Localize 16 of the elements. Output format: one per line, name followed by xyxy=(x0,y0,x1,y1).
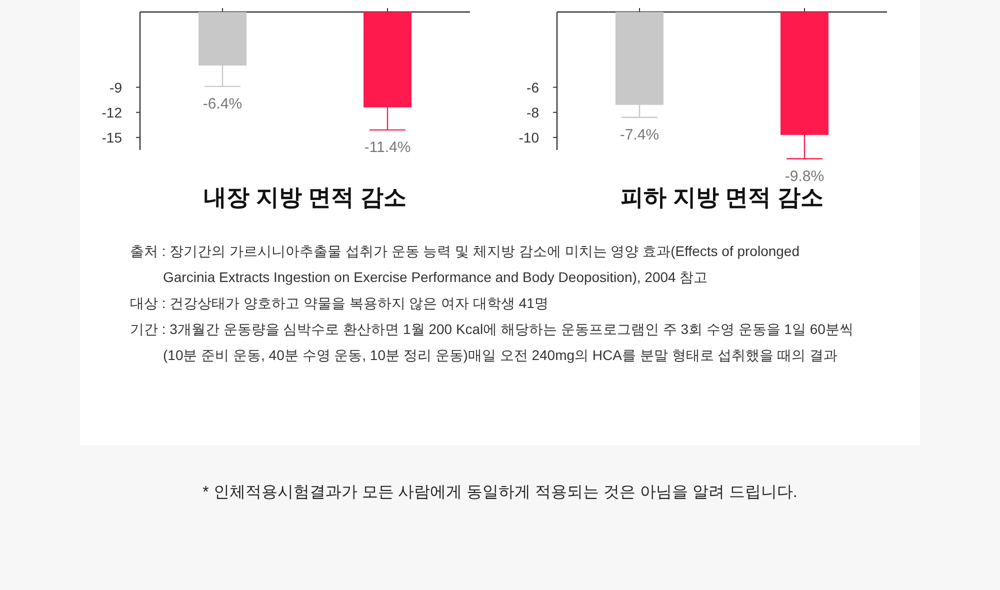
text: * 인체적용시험결과가 모든 사람에게 동일하게 적용되는 것은 아님을 알려 드립니다. xyxy=(202,484,798,501)
y-tick-label: -10 xyxy=(518,129,540,146)
text: 기간 : 3개월간 운동량을 심박수로 환산하면 1월 200 Kcal에 해당하는 운동프로그램인 주 3회 수영 운동을 1일 60분씩 (10분 준비 운동, 40분 수영 운동, 10분 정리 운동)매일 오전 240mg의 HCA를 분말 형태로 섭취했을 때의 결과 xyxy=(130,321,854,363)
data-label: -11.4% xyxy=(364,138,411,156)
data-label: -6.4% xyxy=(202,95,242,112)
y-tick-label: -8 xyxy=(526,104,540,120)
text: 피하 지방 면적 감소 xyxy=(620,184,824,210)
data-label: -9.8% xyxy=(784,168,824,185)
text: 내장 지방 면적 감소 xyxy=(203,184,407,210)
y-tick-label: -15 xyxy=(102,129,122,146)
data-label: -7.4% xyxy=(620,126,660,144)
y-tick-label: -12 xyxy=(102,104,122,120)
y-tick-label: -9 xyxy=(110,79,122,96)
source-note: 출처 : 장기간의 가르시니아추출물 섭취가 운동 능력 및 체지방 감소에 미치는 영양 효과(Effects of prolonged Garcinia Extracts Ingestion on Exercise Performance and Body Deoposition), 2004 참고 xyxy=(130,243,800,285)
text: 대상 : 건강상태가 양호하고 약물을 복용하지 않은 여자 대학생 41명 xyxy=(130,295,548,311)
y-tick-label: -6 xyxy=(526,79,540,96)
